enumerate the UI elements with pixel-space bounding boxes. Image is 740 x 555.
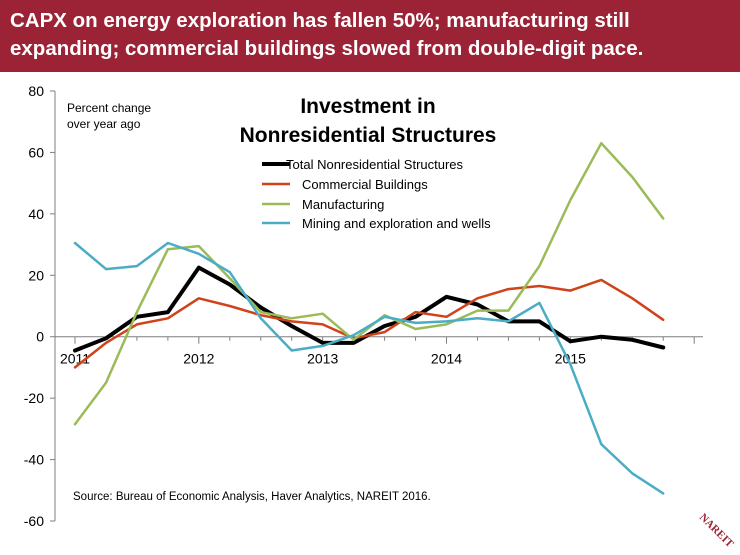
nareit-logo: NAREIT: [697, 511, 736, 550]
chart-subtitle: over year ago: [67, 117, 141, 131]
banner-headline: CAPX on energy exploration has fallen 50…: [10, 9, 644, 60]
chart-title: Investment in: [300, 95, 435, 118]
legend-label: Mining and exploration and wells: [302, 216, 491, 231]
x-tick-label: 2014: [431, 351, 462, 367]
x-tick-label: 2013: [307, 351, 338, 367]
chart-source: Source: Bureau of Economic Analysis, Hav…: [73, 491, 431, 503]
y-tick-label: 80: [28, 83, 44, 99]
series-line: [73, 265, 666, 353]
y-tick-label: 40: [28, 206, 44, 222]
y-tick-label: -20: [24, 390, 44, 406]
y-tick-label: -40: [24, 452, 44, 468]
legend-label: Total Nonresidential Structures: [286, 157, 464, 172]
x-tick-label: 2012: [183, 351, 214, 367]
legend-label: Commercial Buildings: [302, 177, 428, 192]
y-tick-label: -60: [24, 513, 44, 529]
chart-title: Nonresidential Structures: [240, 124, 497, 147]
series-line: [73, 278, 665, 369]
series-line: [73, 241, 665, 495]
series-line: [73, 141, 665, 426]
y-tick-label: 0: [36, 329, 44, 345]
x-tick-label: 2015: [555, 351, 586, 367]
legend-label: Manufacturing: [302, 197, 384, 212]
nareit-logo-text: NAREIT: [697, 511, 736, 550]
y-tick-label: 60: [28, 144, 44, 160]
slide-banner: CAPX on energy exploration has fallen 50…: [0, 0, 740, 72]
chart-subtitle: Percent change: [67, 101, 151, 115]
y-tick-label: 20: [28, 267, 44, 283]
